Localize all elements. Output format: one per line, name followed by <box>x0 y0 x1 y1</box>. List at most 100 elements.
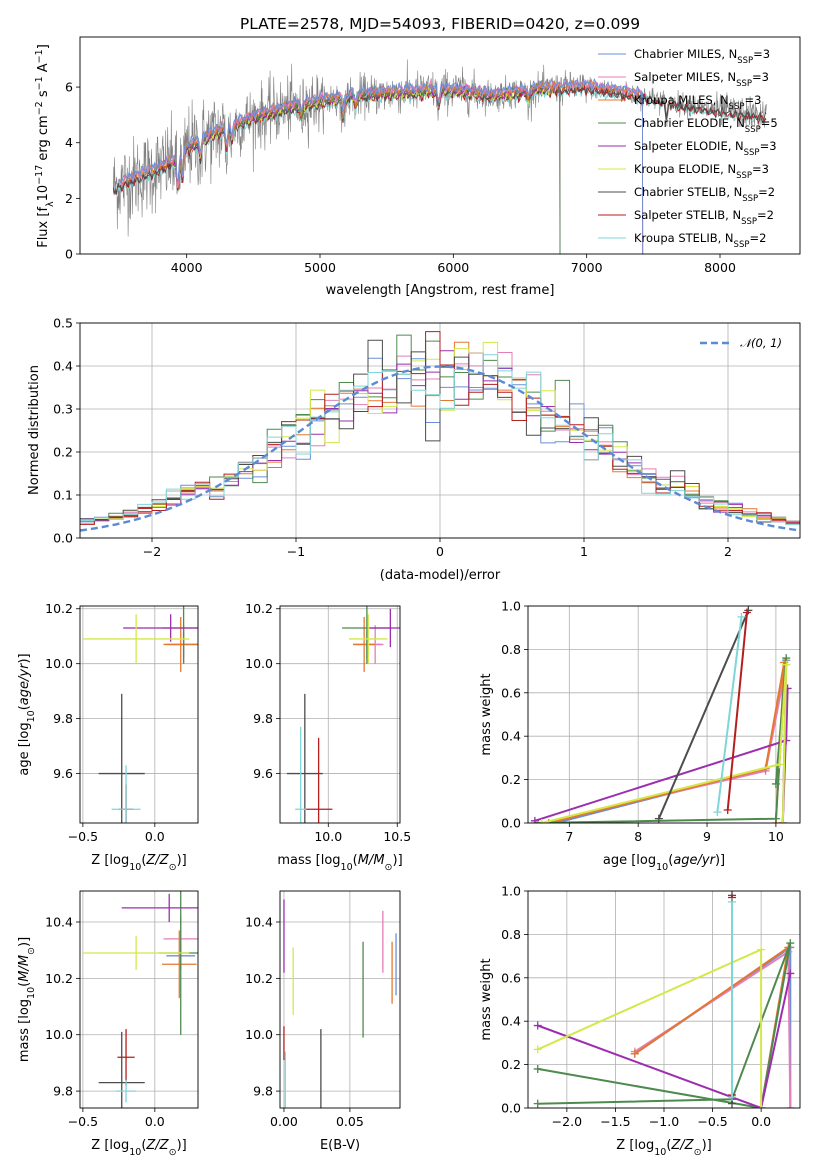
axes-frame <box>79 36 801 255</box>
y-tick-label: 10.2 <box>245 601 273 616</box>
y-tick-label: 10.4 <box>245 915 273 930</box>
x-tick-label: −2.0 <box>552 1114 582 1129</box>
label-part: ( <box>141 853 146 868</box>
x-tick-label: 7 <box>565 829 573 844</box>
point-kroupa-stelib <box>295 726 307 823</box>
axes-frame <box>79 605 199 824</box>
label-part: ⊙ <box>169 1147 177 1158</box>
axes: 0.00 0.05 9.8 10.0 10.2 10.4 E(B-V) <box>245 890 401 1153</box>
model-salpeter-miles <box>119 78 644 254</box>
label-part: ( <box>141 1138 146 1153</box>
x-tick-label: 1 <box>580 544 588 559</box>
y-tick-label: 0.2 <box>53 445 73 460</box>
label-part: ( <box>17 982 32 987</box>
legend-name: Kroupa MILES, N <box>634 93 729 107</box>
y-tick-label: 0.5 <box>53 316 73 331</box>
axes: −0.5 0.09.69.810.010.2Z [log10(Z/Z⊙)]age … <box>17 601 199 873</box>
label-part: erg cm <box>36 115 51 164</box>
series-kroupa-elodie <box>533 945 766 1108</box>
x-axis-label: age [log10(age/yr)] <box>603 853 725 873</box>
x-axis-label: E(B-V) <box>320 1138 360 1153</box>
label-part: ⊙ <box>26 947 37 955</box>
y-axis-label: mass weight <box>479 958 494 1040</box>
point-salpeter-stelib <box>304 737 333 823</box>
x-tick-label: 6000 <box>437 260 469 275</box>
series-kroupa-elodie <box>537 660 791 823</box>
y-tick-label: 10.2 <box>45 601 73 616</box>
legend-sub: SSP <box>742 194 758 204</box>
series-marker <box>723 805 732 814</box>
label-part: 10 <box>129 1147 141 1158</box>
series-marker <box>533 1064 542 1073</box>
axes: 4000 5000 6000 7000 8000 0 2 4 6 wavelength [Angs… <box>34 36 801 298</box>
series-line <box>555 660 788 823</box>
histogram-kroupa-stelib <box>80 354 800 525</box>
plot-area <box>80 331 800 532</box>
legend-n: =3 <box>753 47 770 61</box>
x-tick-label: 10.5 <box>383 829 411 844</box>
series-marker <box>778 819 787 823</box>
x-tick-label: 5000 <box>304 260 336 275</box>
point-chabrier-stelib <box>98 1031 145 1108</box>
label-part: age/yr <box>673 853 716 868</box>
x-tick-label: 0.00 <box>270 1114 298 1129</box>
panel-age-vs-mass: 10.0 10.5 9.6 9.8 10.0 10.2 mass [log10(M/M⊙)] <box>245 601 411 872</box>
legend-n: =3 <box>760 139 777 153</box>
legend-n: =2 <box>757 208 774 222</box>
plot-area <box>112 59 767 254</box>
label-part: )] <box>177 1138 187 1153</box>
y-tick-label: 10.2 <box>245 971 273 986</box>
label-part: 10 <box>656 862 668 873</box>
series-line <box>541 664 788 823</box>
y-tick-label: 9.8 <box>253 711 273 726</box>
legend: 𝒩(0, 1) <box>700 336 782 350</box>
label-part: Z [log <box>91 1138 129 1153</box>
x-axis-label: wavelength [Angstrom, rest frame] <box>326 283 555 298</box>
label-part: Flux [f <box>36 207 51 248</box>
model-chabrier-miles <box>119 77 644 254</box>
y-axis-label: age [log10(age/yr)] <box>17 653 37 775</box>
y-tick-label: 0.0 <box>53 531 73 546</box>
x-tick-label: 4000 <box>171 260 203 275</box>
label-part: E(B-V) <box>320 1138 360 1153</box>
y-tick-label: 10.0 <box>245 1027 273 1042</box>
x-axis-label: Z [log10(Z/Z⊙)] <box>616 1138 711 1158</box>
model-salpeter-elodie <box>172 82 561 254</box>
legend-entry-salpeter-elodie: Salpeter ELODIE, NSSP=3 <box>634 139 777 158</box>
legend-entry-kroupa-elodie: Kroupa ELODIE, NSSP=3 <box>634 162 769 181</box>
y-tick-label: 1.0 <box>501 884 521 899</box>
point-kroupa-elodie <box>82 614 190 664</box>
label-part: −2 <box>34 101 45 115</box>
point-chabrier-stelib <box>286 693 323 823</box>
x-tick-label: 0.05 <box>336 1114 364 1129</box>
label-part: 10 <box>26 987 37 999</box>
label-part: )] <box>17 937 32 947</box>
label-part: λ <box>45 201 56 207</box>
label-part: M/M <box>17 955 32 982</box>
series-salpeter-elodie <box>530 684 792 823</box>
axes-frame <box>279 605 401 824</box>
series-marker <box>782 660 791 669</box>
y-axis-label: mass [log10(M/M⊙)] <box>17 937 37 1062</box>
series-marker <box>786 1104 795 1108</box>
grid <box>280 891 400 1108</box>
legend-sub: SSP <box>741 217 757 227</box>
legend-sub: SSP <box>734 240 750 250</box>
grid <box>80 891 198 1108</box>
series-marker <box>537 819 546 823</box>
legend-sub: SSP <box>736 79 752 89</box>
axes-frame <box>279 890 401 1109</box>
y-tick-label: 0.0 <box>501 816 521 831</box>
legend-name: Kroupa ELODIE, N <box>634 162 736 176</box>
x-tick-label: 10.0 <box>314 829 342 844</box>
legend-n: =3 <box>744 93 761 107</box>
label-part: mass weight <box>479 958 494 1040</box>
legend-entry-kroupa-stelib: Kroupa STELIB, NSSP=2 <box>634 231 766 250</box>
label-part: A <box>36 63 51 76</box>
series-marker <box>737 612 746 621</box>
model-kroupa-elodie <box>172 83 561 254</box>
normal-curve <box>80 365 800 532</box>
series-line <box>726 612 748 811</box>
